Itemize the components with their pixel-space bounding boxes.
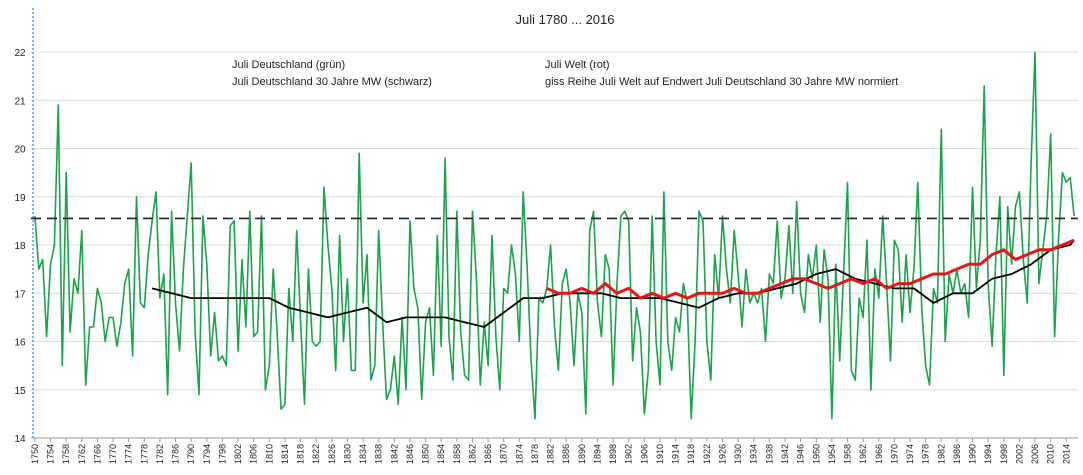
y-tick-label: 15 — [14, 386, 26, 397]
x-tick-label: 1958 — [843, 444, 853, 464]
x-tick-label: 1878 — [530, 444, 540, 464]
y-tick-label: 22 — [14, 48, 26, 59]
legend-label: Juli Deutschland (grün) — [232, 59, 345, 71]
series-line — [546, 238, 1075, 300]
x-tick-label: 1994 — [983, 444, 993, 464]
y-tick-label: 19 — [14, 193, 26, 204]
x-tick-label: 1814 — [280, 444, 290, 464]
x-tick-label: 1962 — [858, 444, 868, 464]
x-tick-label: 1838 — [374, 444, 384, 464]
x-tick-label: 1914 — [671, 444, 681, 464]
x-tick-label: 1790 — [186, 444, 196, 464]
x-tick-label: 1906 — [639, 444, 649, 464]
x-tick-label: 1754 — [46, 444, 56, 464]
x-tick-label: 1774 — [124, 444, 134, 464]
x-tick-label: 1822 — [311, 444, 321, 464]
x-tick-label: 1842 — [389, 444, 399, 464]
x-tick-label: 1846 — [405, 444, 415, 464]
x-tick-label: 1830 — [342, 444, 352, 464]
x-tick-label: 1786 — [171, 444, 181, 464]
x-tick-label: 1922 — [702, 444, 712, 464]
x-tick-label: 1910 — [655, 444, 665, 464]
x-tick-label: 1750 — [30, 444, 40, 464]
legend-label: Juli Welt (rot) — [545, 59, 610, 71]
x-tick-label: 1918 — [686, 444, 696, 464]
x-tick-label: 1934 — [749, 444, 759, 464]
x-tick-label: 1810 — [264, 444, 274, 464]
x-tick-label: 1826 — [327, 444, 337, 464]
x-tick-label: 1770 — [108, 444, 118, 464]
x-tick-label: 1966 — [874, 444, 884, 464]
x-tick-label: 1866 — [483, 444, 493, 464]
y-tick-label: 16 — [14, 338, 26, 349]
series-line — [34, 51, 1075, 420]
x-tick-label: 1998 — [999, 444, 1009, 464]
x-tick-label: 1898 — [608, 444, 618, 464]
x-tick-label: 1886 — [561, 444, 571, 464]
x-tick-label: 1874 — [514, 444, 524, 464]
x-tick-label: 1798 — [217, 444, 227, 464]
x-tick-label: 1850 — [421, 444, 431, 464]
legend-label: Juli Deutschland 30 Jahre MW (schwarz) — [232, 76, 432, 88]
y-tick-label: 14 — [14, 434, 26, 445]
x-tick-label: 1930 — [733, 444, 743, 464]
x-tick-label: 1794 — [202, 444, 212, 464]
x-tick-label: 1926 — [717, 444, 727, 464]
x-tick-label: 1762 — [77, 444, 87, 464]
x-tick-label: 1882 — [546, 444, 556, 464]
x-tick-label: 1982 — [936, 444, 946, 464]
x-tick-label: 1974 — [905, 444, 915, 464]
x-tick-label: 1946 — [796, 444, 806, 464]
x-tick-label: 1938 — [764, 444, 774, 464]
x-tick-label: 2014 — [1061, 444, 1071, 464]
annotation: giss Reihe Juli Welt auf Endwert Juli De… — [545, 76, 898, 88]
x-tick-label: 1942 — [780, 444, 790, 464]
x-tick-label: 1970 — [889, 444, 899, 464]
x-tick-label: 2002 — [1014, 444, 1024, 464]
x-tick-label: 1870 — [499, 444, 509, 464]
x-tick-label: 1986 — [952, 444, 962, 464]
x-tick-label: 1862 — [467, 444, 477, 464]
x-tick-label: 1758 — [61, 444, 71, 464]
x-tick-label: 1806 — [249, 444, 259, 464]
series-line — [151, 239, 1075, 328]
y-tick-label: 21 — [14, 96, 26, 107]
x-tick-label: 1902 — [624, 444, 634, 464]
x-tick-label: 1950 — [811, 444, 821, 464]
x-tick-label: 1954 — [827, 444, 837, 464]
y-tick-label: 18 — [14, 241, 26, 252]
x-tick-label: 1978 — [921, 444, 931, 464]
x-tick-label: 1778 — [139, 444, 149, 464]
x-tick-label: 1990 — [968, 444, 978, 464]
x-tick-label: 1834 — [358, 444, 368, 464]
x-tick-label: 1782 — [155, 444, 165, 464]
x-tick-label: 1858 — [452, 444, 462, 464]
x-tick-label: 1890 — [577, 444, 587, 464]
x-tick-label: 1766 — [92, 444, 102, 464]
x-tick-label: 1818 — [296, 444, 306, 464]
x-tick-label: 1854 — [436, 444, 446, 464]
x-tick-label: 2006 — [1030, 444, 1040, 464]
y-tick-label: 20 — [14, 145, 26, 156]
x-tick-label: 1802 — [233, 444, 243, 464]
chart-title: Juli 1780 ... 2016 — [515, 12, 614, 27]
x-tick-label: 2010 — [1046, 444, 1056, 464]
x-tick-label: 1894 — [592, 444, 602, 464]
y-tick-label: 17 — [14, 289, 26, 300]
